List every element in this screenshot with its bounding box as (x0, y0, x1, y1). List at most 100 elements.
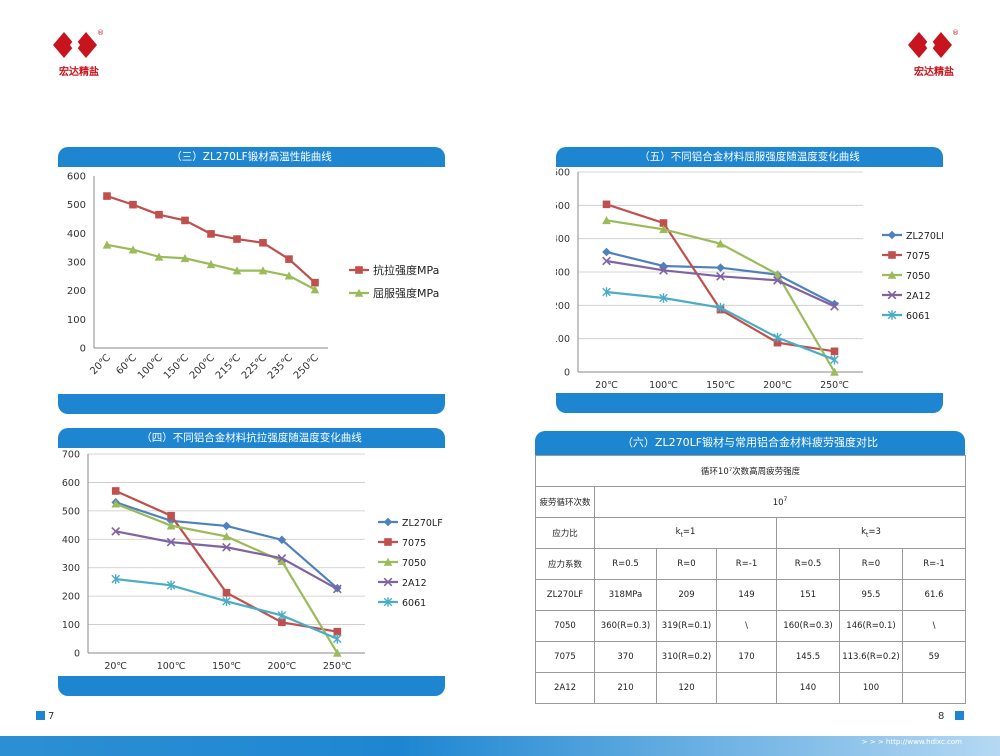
data-point (285, 255, 293, 263)
legend-item: 6061 (882, 310, 930, 322)
data-point (222, 588, 231, 597)
cycles-base: 10 (772, 497, 784, 508)
website-url[interactable]: > > > http://www.hdlxc.com (861, 738, 962, 746)
data-point (659, 219, 668, 227)
y-tick-label: 200 (556, 301, 570, 312)
kt-value: =3 (868, 527, 881, 538)
x-tick-label: 20℃ (104, 661, 127, 672)
data-point (111, 499, 120, 508)
data-point (102, 240, 112, 249)
table-cell: 59 (901, 641, 967, 673)
series-ZL270LF (111, 498, 342, 593)
data-point (830, 301, 839, 311)
legend-marker (383, 517, 393, 527)
panel-title: （三）ZL270LF锻材高温性能曲线 (58, 147, 445, 167)
y-tick-label: 400 (67, 229, 86, 240)
legend-marker (887, 310, 897, 320)
data-point (166, 521, 176, 530)
registered-mark: ® (97, 29, 104, 37)
table-cell: 140 (776, 672, 840, 704)
y-tick-label: 500 (62, 506, 80, 517)
series-ZL270LF (602, 247, 839, 309)
data-point (155, 210, 163, 219)
table-cell: 370 (594, 641, 657, 673)
legend-item: 7050 (882, 270, 930, 282)
legend-item: ZL270LF (882, 230, 943, 242)
data-point (311, 278, 319, 287)
table-row: 疲劳循环次数 107 (535, 486, 967, 518)
page-number-right: 8 (938, 711, 945, 722)
brand-name: 宏达精盐 (914, 67, 954, 78)
y-tick-label: 100 (67, 315, 86, 326)
table-cell: 151 (776, 579, 840, 611)
table-cell: 160(R=0.3) (776, 610, 840, 642)
data-point (602, 247, 611, 257)
table-cell: 61.6 (901, 579, 967, 611)
data-point (659, 225, 668, 234)
series-7075 (111, 487, 342, 636)
data-point (206, 259, 216, 269)
y-tick-label: 200 (67, 286, 86, 297)
table-cell: 145.5 (776, 641, 840, 673)
legend-marker (383, 577, 393, 587)
table-cell: 318MPa (594, 579, 657, 611)
panel-yield-strength: （五）不同铝合金材料屈服强度随温度变化曲线 0 100 200 300 400 500 60… (556, 147, 943, 413)
table-cell: 100 (839, 672, 903, 704)
legend-marker (384, 538, 392, 546)
table-cell: \ (901, 610, 967, 642)
data-point (830, 367, 839, 376)
data-point (129, 200, 137, 209)
kt-symbol: k (861, 527, 867, 538)
legend-item: 2A12 (882, 290, 931, 302)
data-point (222, 521, 231, 531)
y-tick-label: 200 (62, 592, 80, 603)
data-point (167, 511, 175, 520)
table-header-cell: R=-1 (716, 548, 777, 580)
legend-marker (887, 290, 897, 300)
data-point (773, 275, 782, 285)
series-2A12 (111, 526, 342, 594)
panel-footer-bar (556, 393, 943, 413)
data-point (773, 332, 782, 343)
legend-label: 2A12 (402, 578, 427, 589)
legend-item: 2A12 (378, 577, 427, 589)
data-point (277, 535, 287, 545)
y-tick-label: 0 (564, 368, 570, 379)
diamond-logo-icon (53, 32, 97, 58)
x-tick-label: 200℃ (763, 380, 792, 391)
table-header-cell: R=0 (839, 548, 903, 580)
x-tick-label: 100℃ (649, 380, 678, 391)
data-point (310, 285, 320, 294)
data-point (278, 618, 286, 627)
x-tick-label: 20℃ (88, 352, 113, 377)
legend-label: 7050 (906, 271, 930, 282)
brand-name: 宏达精盐 (59, 67, 99, 78)
x-tick-label: 200℃ (188, 352, 217, 381)
y-tick-label: 300 (67, 258, 86, 269)
legend-marker (383, 597, 393, 607)
series-line (106, 195, 316, 284)
series-7050 (602, 216, 839, 376)
y-tick-label: 100 (556, 334, 570, 345)
data-point (166, 537, 176, 547)
data-point (773, 338, 782, 347)
data-point (830, 354, 839, 365)
series-6061 (111, 574, 342, 644)
legend-item: 6061 (378, 597, 426, 609)
panel-title: （六）ZL270LF锻材与常用铝合金材料疲劳强度对比 (535, 431, 965, 455)
table-cell (716, 672, 777, 704)
table-cell: 146(R=0.1) (839, 610, 903, 642)
table-cell: 319(R=0.1) (656, 610, 717, 642)
legend-label: ZL270LF (906, 231, 943, 242)
panel-footer-bar (58, 394, 445, 414)
y-tick-label: 400 (556, 234, 570, 245)
legend-label: 6061 (402, 598, 426, 609)
data-point (333, 648, 342, 657)
data-point (333, 633, 342, 644)
x-tick-label: 100℃ (157, 661, 186, 672)
legend-item: 7050 (378, 557, 426, 569)
legend-item: 7075 (882, 251, 930, 262)
x-tick-label: 250℃ (820, 380, 849, 391)
table-cell: 7050 (535, 610, 595, 642)
table-caption: 循环10⁷次数高周疲劳强度 (534, 455, 967, 487)
